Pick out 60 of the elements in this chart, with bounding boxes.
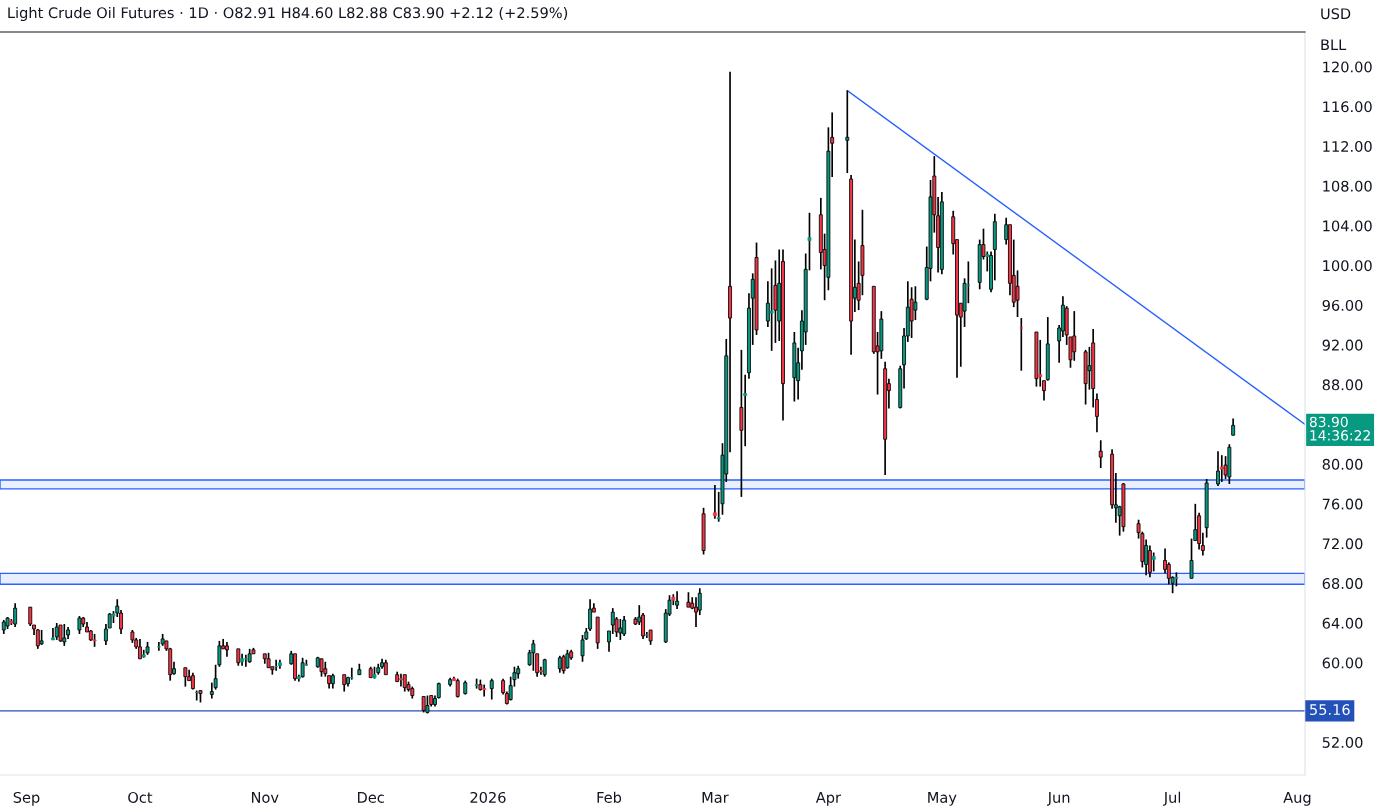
candlestick [1219, 454, 1224, 483]
candlestick [1151, 551, 1156, 573]
candlestick [845, 89, 850, 174]
x-tick-label: Sep [13, 791, 40, 806]
y-tick-label: 80.00 [1322, 458, 1363, 470]
x-tick-label: Oct [128, 791, 153, 803]
y-tick-label: 72.00 [1322, 538, 1363, 550]
y-tick-label: 100.00 [1323, 260, 1372, 272]
candlestick [1072, 310, 1077, 362]
candlestick [739, 349, 744, 498]
y-tick-label: 112.00 [1323, 140, 1372, 152]
x-tick-label: Mar [702, 792, 729, 803]
candlestick [618, 618, 623, 641]
text: USD [1321, 8, 1351, 20]
x-tick-label: Feb [597, 791, 622, 803]
x-tick-label: 2026 [470, 791, 506, 803]
candlestick [489, 677, 494, 701]
candlestick [138, 638, 142, 660]
candlestick [1015, 269, 1020, 318]
candlestick [1147, 544, 1152, 579]
y-tick-label: 88.00 [1322, 379, 1363, 391]
y-tick-label: 68.00 [1322, 578, 1363, 590]
y-tick-label: 60.00 [1322, 657, 1363, 669]
x-tick-label: Nov [251, 792, 279, 803]
y-tick-label: 104.00 [1323, 220, 1372, 232]
y-tick-label: 108.00 [1323, 180, 1372, 192]
x-tick-label: Apr [815, 792, 842, 806]
text: BLL [1321, 39, 1347, 51]
candlestick [1098, 439, 1103, 469]
ref-line-label: 55.16 [1310, 704, 1350, 716]
candlestick [1019, 317, 1024, 372]
candlestick [913, 285, 918, 321]
y-tick-label: 64.00 [1322, 617, 1363, 629]
x-tick-label: Jul [1163, 791, 1181, 806]
candlestick [580, 634, 585, 663]
candlestick [1216, 450, 1220, 487]
text: 83.90 14:36:22 [1309, 416, 1370, 441]
candlestick [209, 681, 214, 700]
candlestick [712, 484, 717, 520]
candlestick [300, 656, 305, 679]
x-tick-label: Jun [1046, 792, 1070, 806]
candlestick [51, 627, 55, 641]
candlestick [482, 683, 487, 698]
chart-title: Light Crude Oil Futures · 1D · O82.91 H84.60 L82.88 C83.90 +2.12 (+2.59%) [8, 6, 568, 22]
x-tick-label: May [928, 792, 957, 806]
y-tick-label: 116.00 [1323, 101, 1372, 113]
y-tick-label: 96.00 [1322, 299, 1363, 311]
x-tick-label: Dec [358, 792, 384, 803]
candlestick [156, 641, 161, 652]
candlestick [28, 606, 33, 627]
x-tick-label: Aug [1283, 792, 1311, 806]
y-tick-label: 76.00 [1322, 498, 1363, 510]
y-tick-label: 52.00 [1322, 736, 1363, 748]
candlestick [622, 615, 627, 637]
candlestick [1087, 346, 1092, 391]
candlestick [399, 672, 403, 688]
candlestick [13, 602, 18, 628]
candlestick [531, 639, 536, 672]
y-tick-label: 120.00 [1323, 61, 1372, 73]
y-tick-label: 92.00 [1322, 339, 1363, 351]
